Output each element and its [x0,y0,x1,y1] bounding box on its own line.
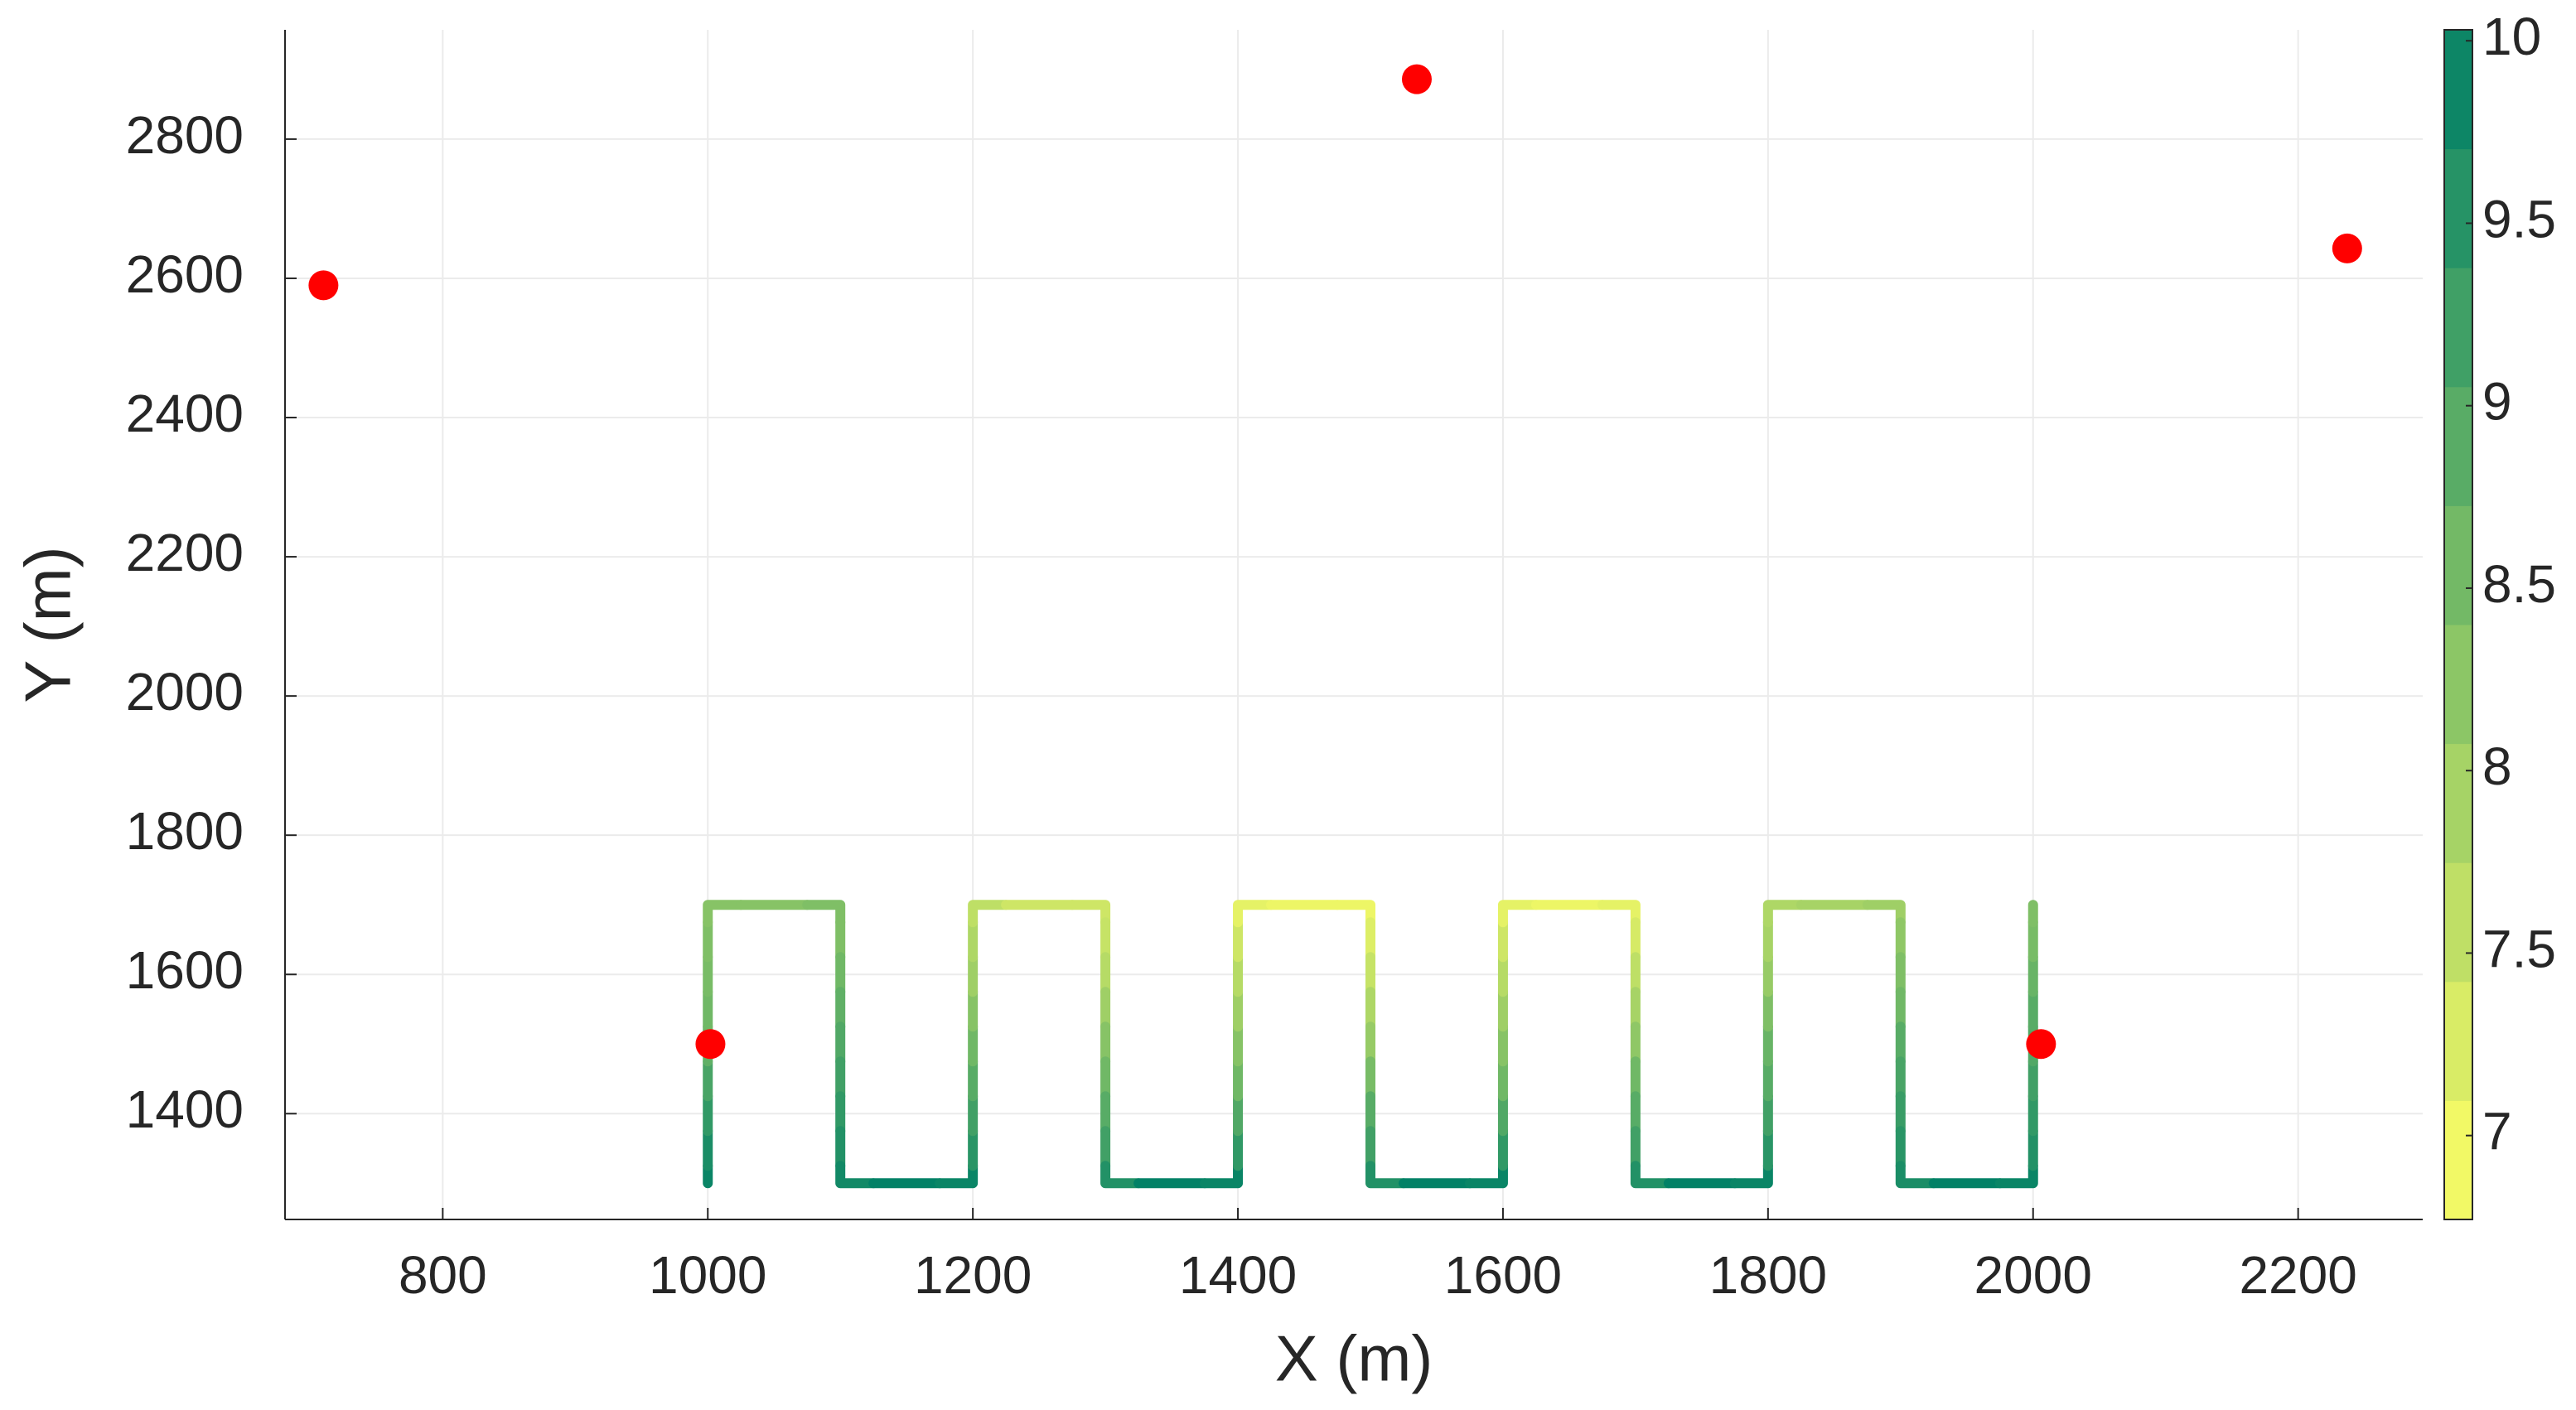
x-tick-label: 2000 [1974,1245,2092,1305]
y-axis-label: Y (m) [12,546,85,703]
colorbar-tick-label: 10 [2482,7,2541,66]
track-point [1365,1161,1409,1189]
track-point [1200,1161,1244,1189]
y-tick-label: 1600 [126,940,244,1000]
colorbar-tick-label: 9 [2482,372,2512,432]
track-point [802,900,846,928]
track-point [1729,1161,1773,1189]
x-tick-label: 1400 [1179,1245,1297,1305]
colorbar-band [2444,743,2472,863]
anchor-point [2026,1029,2056,1060]
y-tick-label: 2600 [126,244,244,304]
y-tick-label: 2000 [126,662,244,722]
track-point [1994,1161,2038,1189]
x-axis-label: X (m) [1275,1322,1433,1395]
colorbar-tick-label: 7 [2482,1102,2512,1161]
track-point [1067,900,1111,928]
track-point [1630,1161,1674,1189]
colorbar-band [2444,148,2472,268]
track-point [935,1161,979,1189]
anchor-point [1401,64,1432,94]
colorbar-band [2444,981,2472,1101]
track-point [1895,1161,1939,1189]
track-point [968,900,1012,928]
colorbar-band [2444,862,2472,983]
colorbar-band [2444,1100,2472,1220]
x-tick-label: 1600 [1444,1245,1562,1305]
colorbar-band [2444,386,2472,506]
x-tick-label: 1800 [1709,1245,1827,1305]
track-point [1233,900,1277,928]
colorbar-band [2444,30,2472,150]
anchor-point [308,270,339,301]
track-point [703,900,747,928]
colorbar-tick-label: 9.5 [2482,189,2556,249]
y-tick-label: 1400 [126,1079,244,1139]
y-tick-label: 1800 [126,801,244,861]
track-point [1497,900,1541,928]
colorbar-frame [2443,29,2473,1220]
track-point [1332,900,1375,928]
x-tick-label: 800 [399,1245,487,1305]
y-tick-label: 2800 [126,105,244,165]
y-tick-label: 2400 [126,384,244,443]
colorbar-tick-label: 8 [2482,736,2512,796]
colorbar-tick-label: 8.5 [2482,554,2556,614]
track-point [835,1161,879,1189]
x-tick-label: 1000 [649,1245,766,1305]
y-tick-label: 2200 [126,523,244,582]
anchor-point [695,1029,726,1060]
anchor-point [2332,233,2362,263]
track-point [1597,900,1641,928]
track-point [1100,1161,1144,1189]
colorbar-band [2444,268,2472,388]
colorbar-band [2444,625,2472,745]
track-point [1862,900,1906,928]
x-tick-label: 1200 [914,1245,1032,1305]
track-point [1762,900,1806,928]
x-tick-label: 2200 [2239,1245,2356,1305]
colorbar-band [2444,505,2472,625]
colorbar-tick-label: 7.5 [2482,919,2556,978]
track-point [1464,1161,1508,1189]
